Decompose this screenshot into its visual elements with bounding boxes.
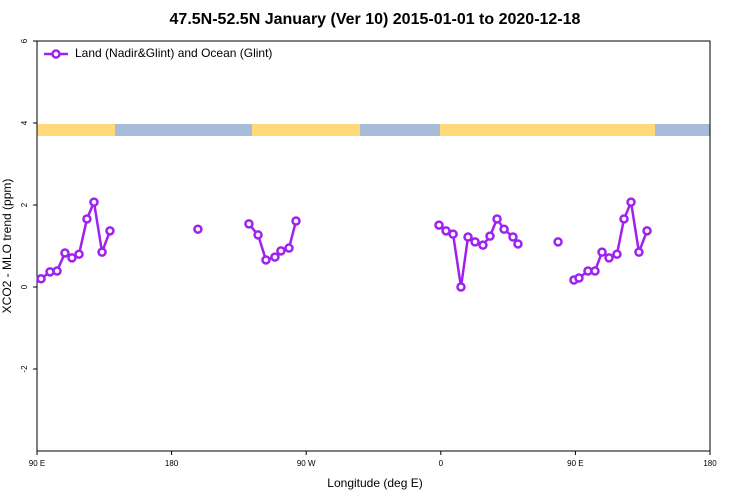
data-point xyxy=(499,224,509,234)
plot-frame xyxy=(36,40,711,452)
data-point xyxy=(105,226,115,236)
x-tick-label: 0 xyxy=(439,459,444,468)
data-point xyxy=(508,232,518,242)
x-tick-label: 90 W xyxy=(297,459,316,468)
data-point xyxy=(261,255,271,265)
data-point xyxy=(492,214,502,224)
data-point xyxy=(193,224,203,234)
data-point xyxy=(574,273,584,283)
data-point xyxy=(97,247,107,257)
y-tick-label: 4 xyxy=(20,120,29,125)
y-tick-label: 0 xyxy=(20,284,29,289)
y-axis-label: XCO2 - MLO trend (ppm) xyxy=(0,179,14,314)
ocean-strip xyxy=(360,124,440,136)
y-tick-label: 6 xyxy=(20,38,29,43)
data-point xyxy=(634,247,644,257)
data-point xyxy=(441,226,451,236)
x-tick-label: 90 E xyxy=(29,459,45,468)
data-point xyxy=(619,214,629,224)
x-axis-label: Longitude (deg E) xyxy=(327,476,422,490)
data-point xyxy=(434,220,444,230)
data-point xyxy=(52,266,62,276)
data-point xyxy=(60,248,70,258)
legend-label: Land (Nadir&Glint) and Ocean (Glint) xyxy=(75,46,272,60)
data-point xyxy=(291,216,301,226)
ocean-strip xyxy=(115,124,252,136)
chart-title: 47.5N-52.5N January (Ver 10) 2015-01-01 … xyxy=(170,11,581,28)
data-point xyxy=(553,237,563,247)
data-point xyxy=(478,240,488,250)
data-point xyxy=(244,219,254,229)
data-point xyxy=(36,274,46,284)
ocean-strip xyxy=(655,124,710,136)
data-point xyxy=(253,230,263,240)
data-point xyxy=(276,246,286,256)
data-point xyxy=(604,253,614,263)
y-tick-label: -2 xyxy=(20,365,29,373)
data-point xyxy=(612,249,622,259)
y-tick-label: 2 xyxy=(20,202,29,207)
x-tick-label: 180 xyxy=(703,459,717,468)
land-strip xyxy=(252,124,360,136)
data-point xyxy=(456,282,466,292)
data-point xyxy=(626,197,636,207)
data-point xyxy=(82,214,92,224)
data-point xyxy=(470,237,480,247)
data-point xyxy=(590,266,600,276)
data-point xyxy=(485,231,495,241)
data-point xyxy=(284,243,294,253)
data-point xyxy=(67,253,77,263)
x-tick-label: 90 E xyxy=(567,459,583,468)
land-ocean-band xyxy=(37,124,710,136)
x-tick-label: 180 xyxy=(165,459,179,468)
data-point xyxy=(597,247,607,257)
data-point xyxy=(642,226,652,236)
data-point xyxy=(89,197,99,207)
data-point xyxy=(463,232,473,242)
land-strip xyxy=(37,124,115,136)
data-point xyxy=(513,239,523,249)
data-point xyxy=(74,249,84,259)
legend-marker xyxy=(51,49,61,59)
data-point xyxy=(448,229,458,239)
land-strip xyxy=(440,124,655,136)
data-point xyxy=(270,252,280,262)
